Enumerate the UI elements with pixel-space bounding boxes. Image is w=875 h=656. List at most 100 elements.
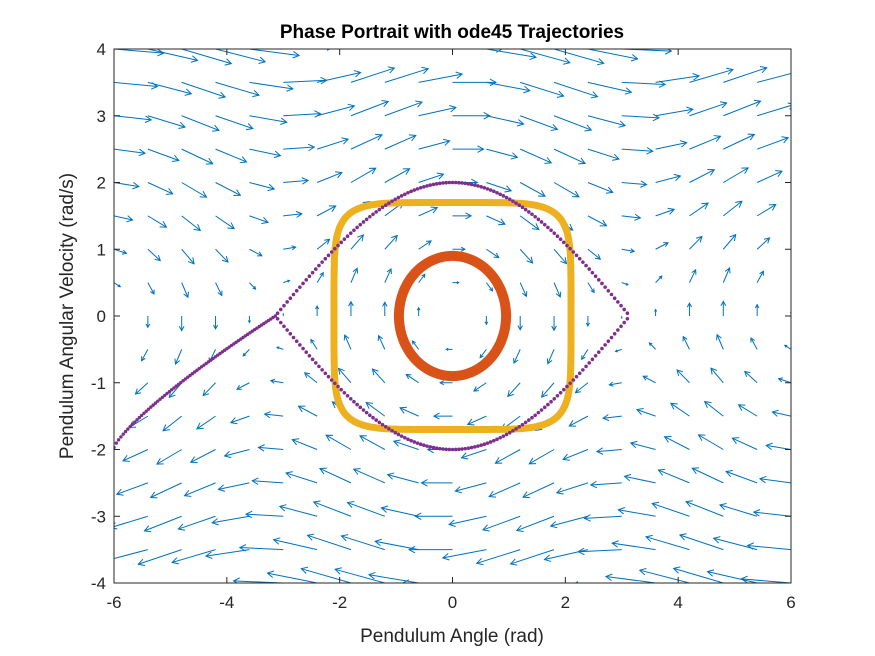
quiver-arrow-shaft [344,334,352,350]
quiver-arrow [114,549,148,559]
quiver-arrow-shaft [162,415,183,432]
quiver-arrow [283,245,297,251]
quiver-arrow-head [604,573,613,581]
quiver-arrow-shaft [418,140,450,150]
trajectory-point [188,373,192,378]
quiver-arrow-head [456,281,460,285]
quiver-arrow-head [303,372,311,379]
quiver-arrow-head [634,213,642,221]
quiver-arrow [777,377,791,384]
quiver-arrow [585,316,590,327]
quiver-arrow-shaft [778,378,791,384]
quiver-arrow-shaft [719,504,758,517]
quiver-arrow-head [430,206,439,214]
quiver-arrow-shaft [249,148,281,157]
quiver-arrow-shaft [756,170,783,183]
quiver-arrow-head [758,475,767,484]
trajectory-point [441,181,445,185]
quiver-arrow [723,99,762,117]
quiver-arrow [147,182,174,195]
trajectory-point [169,388,174,392]
quiver-arrow-shaft [196,415,216,430]
quiver-arrow [454,482,487,494]
quiver-arrow-head [425,240,432,246]
quiver-arrow [642,375,656,384]
quiver-arrow-shaft [384,168,410,183]
trajectory-point [466,446,471,450]
quiver-arrow-head [515,524,524,532]
quiver-arrow-head [752,509,761,517]
chart-title: Phase Portrait with ode45 Trajectories [280,22,624,43]
trajectory-point [355,402,359,407]
trajectory-point [574,253,579,258]
quiver-arrow [712,536,758,551]
trajectory-point [368,413,372,418]
quiver-arrow [587,215,608,227]
quiver-arrow [114,282,122,288]
quiver-arrow-shaft [215,215,235,230]
trajectory-point [472,183,477,187]
quiver-arrow [215,182,242,196]
quiver-arrow [316,137,350,150]
quiver-arrow [553,248,568,265]
quiver-arrow-shaft [679,534,724,551]
quiver-arrow-shaft [316,138,349,150]
trajectory-point [619,324,623,329]
quiver-arrow-head [746,542,755,550]
quiver-arrow-shaft [405,374,419,384]
quiver-arrow-shaft [307,534,352,551]
quiver-arrow [242,349,250,357]
quiver-arrow [722,200,743,217]
y-tick-label: -2 [91,441,106,460]
quiver-arrow-shaft [685,501,724,517]
quiver-arrow-head [712,536,721,544]
trajectory-point [399,194,404,198]
quiver-arrow-head [258,56,267,64]
quiver-arrow [689,268,697,283]
quiver-arrow [604,573,656,583]
trajectory-point [364,217,369,222]
trajectory-point [603,285,607,289]
trajectory-point [342,390,347,395]
quiver-arrow-head [531,223,540,231]
plot-area [114,49,791,583]
quiver-arrow-shaft [393,440,419,450]
quiver-arrow-head [642,375,648,381]
trajectory-point [542,222,547,227]
quiver-arrow-head [673,173,682,182]
quiver-arrow-head [442,138,451,146]
trajectory-point [158,397,162,401]
quiver-arrow-head [686,302,692,308]
quiver-arrow-shaft [347,502,385,517]
trajectory-point [495,437,499,442]
quiver-arrow [587,148,620,161]
quiver-arrow [623,473,656,484]
quiver-arrow-shaft [692,467,724,484]
quiver-arrow [282,312,285,316]
quiver-arrow-head [279,117,288,125]
quiver-arrow-shaft [387,474,419,484]
quiver-arrow-head [421,273,426,278]
quiver-arrow [181,182,208,198]
quiver-arrow [416,306,421,316]
trajectory-point [275,316,280,321]
quiver-arrow-shaft [150,482,182,498]
quiver-arrow-head [726,67,734,75]
trajectory-point [561,387,566,392]
trajectory-point [345,394,350,398]
quiver-arrow-shaft [784,344,791,350]
quiver-arrow-head [651,501,660,509]
quiver-arrow-shaft [575,382,589,394]
quiver-arrow [452,112,491,120]
trajectory-point [326,374,331,379]
quiver-arrow-head [365,401,374,409]
quiver-arrow-head [460,452,469,460]
y-axis-label: Pendulum Angular Velocity (rad/s) [57,173,78,459]
quiver-arrow-head [685,500,693,508]
quiver-arrow [486,248,500,259]
quiver-arrow-head [523,85,531,94]
quiver-arrow-head [590,91,599,99]
quiver-arrow-head [178,325,185,332]
quiver-arrow-head [391,234,398,242]
